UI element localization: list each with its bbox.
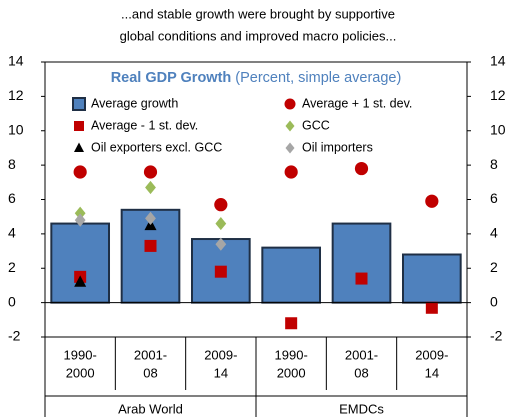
y2-tick-label: 8 <box>490 156 498 172</box>
marker <box>285 317 298 330</box>
marker <box>74 206 86 220</box>
bar <box>331 222 392 304</box>
y2-tick-label: 4 <box>490 225 498 241</box>
x-tick-label: 14 <box>214 365 228 380</box>
y2-tick-label: 14 <box>490 53 506 69</box>
group-label: EMDCs <box>339 401 384 416</box>
marker <box>74 213 86 227</box>
legend-swatch <box>284 98 296 110</box>
group-label: Arab World <box>118 401 183 416</box>
y2-tick-label: 2 <box>490 259 498 275</box>
marker <box>355 272 368 285</box>
inner-subtitle: (Percent, simple average) <box>235 70 401 86</box>
legend-swatch <box>285 120 295 132</box>
marker <box>215 237 227 251</box>
bar <box>401 253 462 304</box>
y-tick-label: 10 <box>8 121 24 137</box>
inner-title: Real GDP Growth (Percent, simple average) <box>111 70 402 86</box>
marker <box>73 165 87 179</box>
marker <box>143 165 158 179</box>
x-tick-label: 1990- <box>64 347 97 362</box>
marker <box>215 216 227 231</box>
x-tick-label: 14 <box>425 365 439 380</box>
x-tick-label: 08 <box>354 365 368 380</box>
legend-label: Average + 1 st. dev. <box>302 96 412 110</box>
y2-tick-label: 6 <box>490 190 498 206</box>
marker <box>144 239 157 252</box>
marker <box>74 275 87 287</box>
marker <box>354 161 369 176</box>
bar <box>261 246 322 304</box>
marker <box>425 301 438 314</box>
y-tick-label: 2 <box>8 259 16 275</box>
y2-tick-label: 12 <box>490 87 506 103</box>
x-tick-label: 1990- <box>275 347 308 362</box>
legend-swatch <box>285 142 295 154</box>
chart-title: global conditions and improved macro pol… <box>120 28 397 43</box>
x-tick-label: 2001- <box>345 347 378 362</box>
y-tick-label: -2 <box>8 328 21 344</box>
y-tick-label: 12 <box>8 87 24 103</box>
marker <box>284 165 298 179</box>
marker <box>145 211 156 226</box>
y2-tick-label: 10 <box>490 121 506 137</box>
x-tick-label: 08 <box>143 365 157 380</box>
y2-tick-label: -2 <box>490 328 503 344</box>
legend-label: Average - 1 st. dev. <box>91 118 198 132</box>
y2-tick-label: 0 <box>490 293 498 309</box>
y-tick-label: 6 <box>8 190 16 206</box>
y-tick-label: 4 <box>8 225 16 241</box>
legend-swatch <box>72 97 86 111</box>
legend-label: Oil importers <box>302 140 373 154</box>
marker <box>145 180 156 195</box>
x-tick-label: 2001- <box>134 347 167 362</box>
x-tick-label: 2009- <box>204 347 237 362</box>
marker <box>214 198 228 212</box>
y-tick-label: 14 <box>8 53 24 69</box>
legend-swatch <box>74 121 84 131</box>
y-tick-label: 8 <box>8 156 16 172</box>
chart-title: ...and stable growth were brought by sup… <box>121 6 395 21</box>
marker <box>425 194 439 208</box>
x-tick-label: 2000 <box>66 365 95 380</box>
bar <box>50 222 111 304</box>
legend-label: Average growth <box>91 96 178 110</box>
legend-label: GCC <box>302 118 330 132</box>
x-tick-label: 2009- <box>415 347 448 362</box>
legend-label: Oil exporters excl. GCC <box>91 140 222 154</box>
legend-swatch <box>74 142 84 152</box>
x-tick-label: 2000 <box>277 365 306 380</box>
marker <box>214 265 227 278</box>
y-tick-label: 0 <box>8 293 16 309</box>
inner-title-main: Real GDP Growth <box>111 70 232 86</box>
